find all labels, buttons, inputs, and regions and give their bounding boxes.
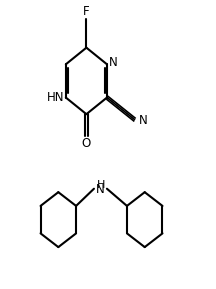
Text: HN: HN — [47, 91, 65, 104]
Text: O: O — [82, 137, 91, 149]
Text: N: N — [96, 184, 105, 196]
Text: H: H — [97, 180, 106, 190]
Text: F: F — [83, 5, 90, 18]
Text: N: N — [109, 56, 118, 69]
Text: N: N — [139, 114, 148, 127]
